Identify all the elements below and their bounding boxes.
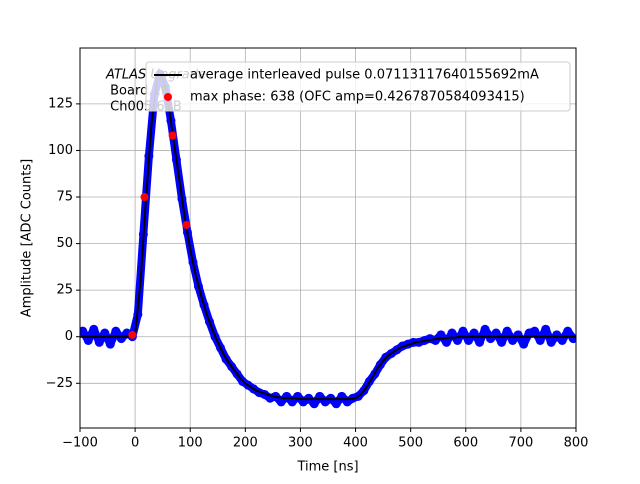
point xyxy=(541,324,551,334)
y-tick-label: 75 xyxy=(56,190,73,205)
x-tick-label: 300 xyxy=(288,436,313,451)
x-tick-label: 800 xyxy=(564,436,589,451)
x-tick-label: 100 xyxy=(178,436,203,451)
legend-box xyxy=(145,61,571,112)
legend: average interleaved pulse 0.071131176401… xyxy=(145,61,571,112)
x-tick-label: −100 xyxy=(62,436,98,451)
x-tick-label: 500 xyxy=(398,436,423,451)
plot-frame xyxy=(79,47,577,429)
x-tick-label: 400 xyxy=(343,436,368,451)
point xyxy=(140,193,149,202)
x-tick-label: 0 xyxy=(131,436,139,451)
x-tick-label: 600 xyxy=(453,436,478,451)
y-tick-label: 25 xyxy=(56,283,73,298)
point xyxy=(83,335,93,345)
legend-label: average interleaved pulse 0.071131176401… xyxy=(190,68,539,83)
point xyxy=(182,220,191,229)
legend-label: max phase: 638 (OFC amp=0.42678705840934… xyxy=(190,90,525,105)
point xyxy=(276,397,286,407)
point xyxy=(309,399,319,409)
point xyxy=(475,337,485,347)
point xyxy=(464,335,474,345)
y-axis-label: Amplitude [ADC Counts] xyxy=(20,159,35,317)
point xyxy=(80,326,88,336)
y-tick-label: 50 xyxy=(56,236,73,251)
point xyxy=(441,337,451,347)
point xyxy=(100,328,110,338)
point xyxy=(111,326,121,336)
x-axis-label: Time [ns] xyxy=(296,460,358,475)
point xyxy=(480,324,490,334)
point xyxy=(287,397,297,407)
point xyxy=(105,339,115,349)
legend-swatch xyxy=(164,93,172,101)
point xyxy=(502,326,512,336)
point xyxy=(491,328,501,338)
point xyxy=(508,335,518,345)
point xyxy=(458,326,468,336)
y-tick-label: 125 xyxy=(48,96,73,111)
y-tick-label: 0 xyxy=(65,329,73,344)
point xyxy=(497,337,507,347)
point xyxy=(331,399,341,409)
point xyxy=(530,326,540,336)
point xyxy=(513,330,523,340)
point xyxy=(89,324,99,334)
point xyxy=(94,337,104,347)
y-tick-label: −25 xyxy=(46,376,73,391)
point xyxy=(535,335,545,345)
point xyxy=(563,326,573,336)
point xyxy=(557,335,567,345)
x-tick-label: 700 xyxy=(508,436,533,451)
point xyxy=(546,337,556,347)
y-tick-label: 100 xyxy=(48,143,73,158)
point xyxy=(128,330,137,339)
point xyxy=(519,339,529,349)
point xyxy=(447,328,457,338)
point xyxy=(436,330,446,340)
point xyxy=(469,328,479,338)
x-tick-label: 200 xyxy=(233,436,258,451)
point xyxy=(168,131,177,140)
